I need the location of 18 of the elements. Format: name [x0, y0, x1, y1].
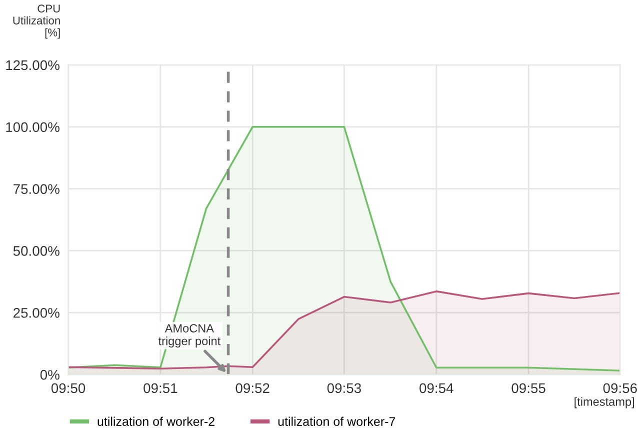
annotation: AMoCNA trigger point [158, 324, 221, 348]
x-tick-label: 09:53 [327, 383, 361, 394]
x-axis-title: [timestamp] [574, 397, 634, 408]
y-axis-title: CPU Utilization [%] [13, 4, 60, 39]
legend-label: utilization of worker-7 [278, 416, 396, 426]
x-tick-label: 09:54 [420, 383, 454, 394]
x-tick-label: 09:56 [603, 383, 637, 394]
y-tick-label: 100.00% [6, 122, 60, 132]
y-tick-label: 0% [40, 370, 60, 380]
x-tick-label: 09:50 [51, 383, 86, 394]
x-tick-label: 09:55 [512, 383, 546, 394]
x-tick-label: 09:51 [144, 383, 178, 394]
y-tick-label: 125.00% [6, 60, 60, 70]
x-tick-label: 09:52 [236, 383, 270, 394]
y-tick-label: 75.00% [14, 184, 60, 194]
legend-label: utilization of worker-2 [98, 416, 214, 426]
y-tick-label: 25.00% [14, 308, 60, 318]
y-tick-label: 50.00% [13, 246, 60, 256]
